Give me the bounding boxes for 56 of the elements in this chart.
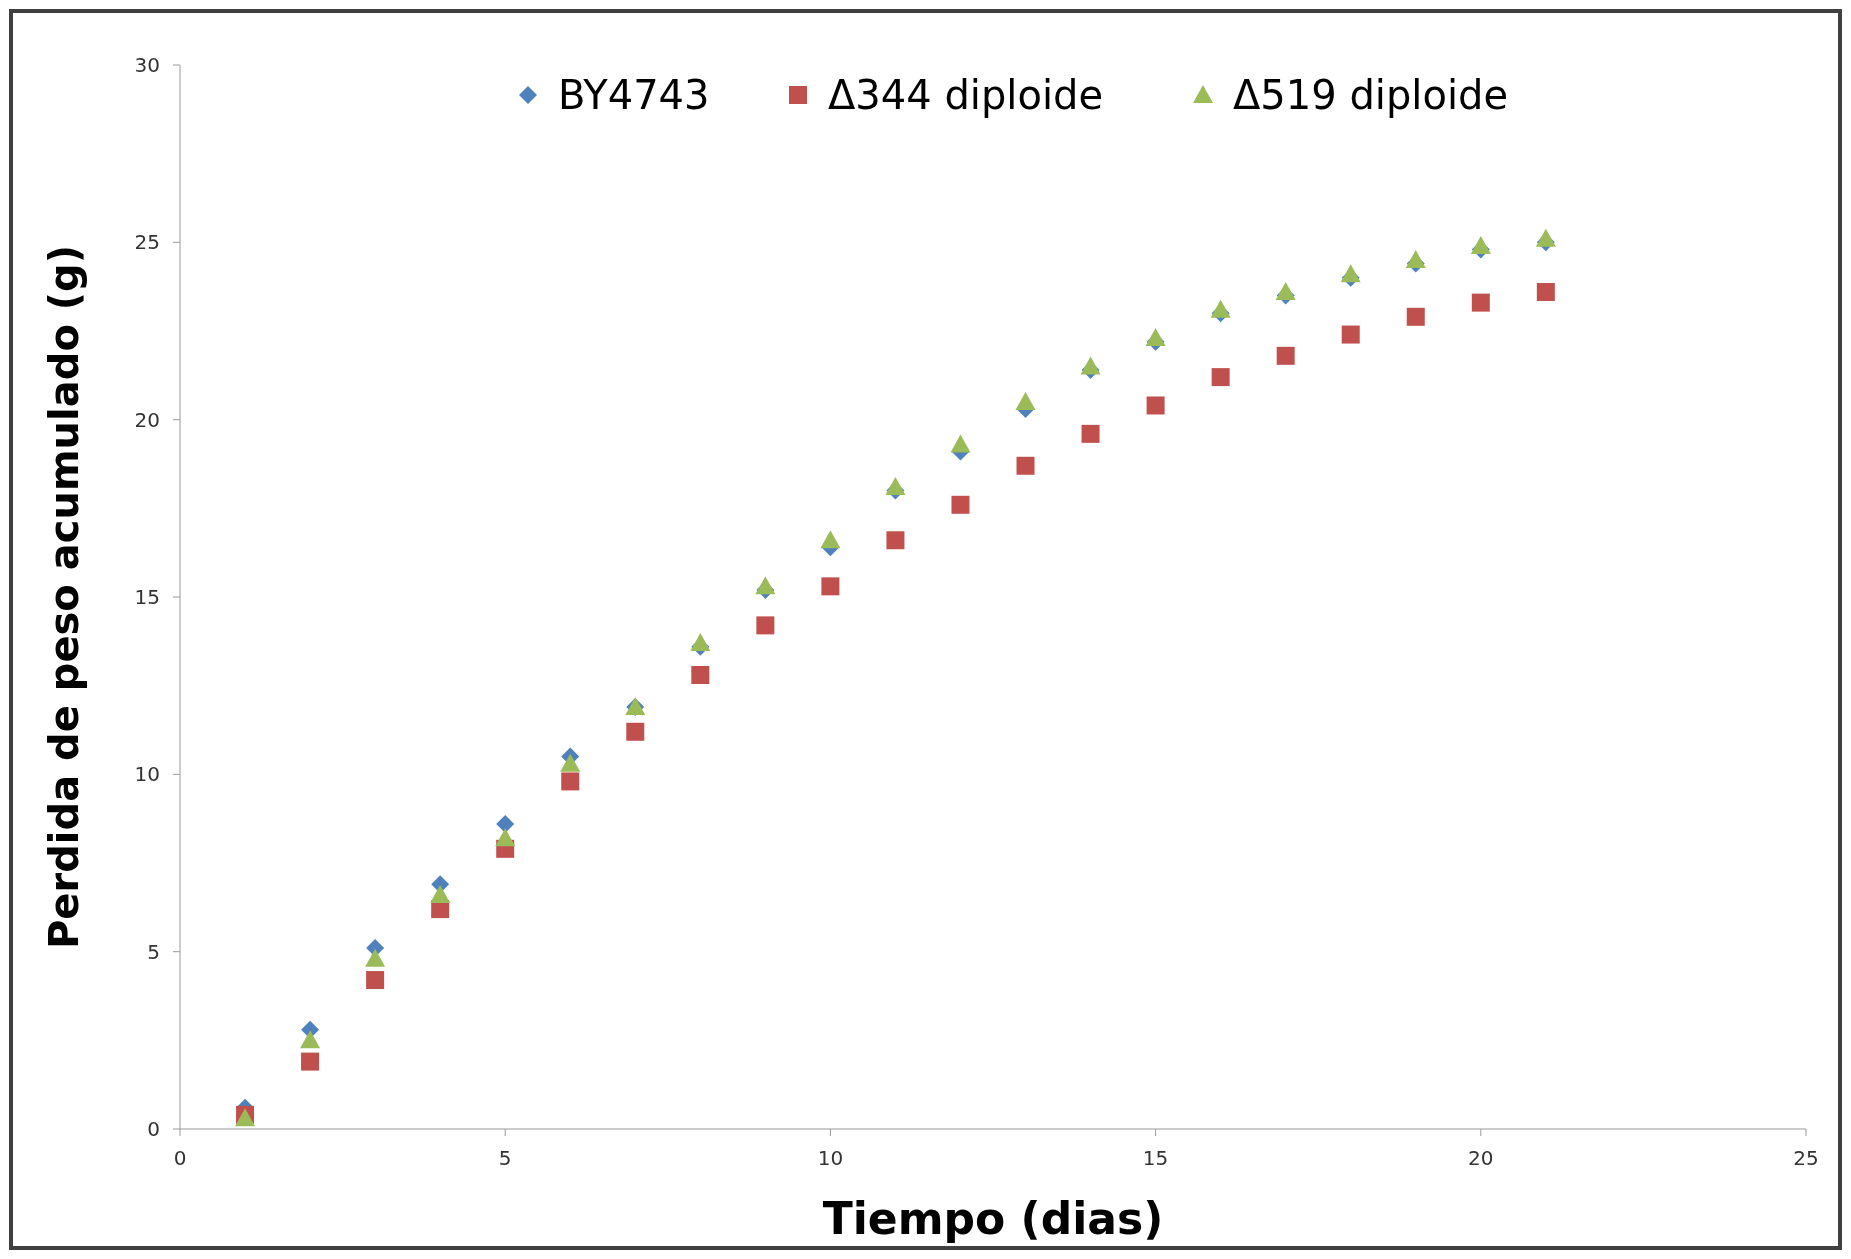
point (1341, 325, 1360, 344)
point (430, 884, 451, 903)
y-tick-label: 15 (134, 585, 160, 609)
x-tick-label: 15 (1142, 1146, 1169, 1170)
x-tick-label: 10 (817, 1146, 844, 1170)
point (561, 772, 580, 791)
point (1406, 307, 1425, 326)
point (756, 616, 775, 635)
point (301, 1052, 320, 1071)
point (365, 948, 386, 967)
point (1405, 250, 1426, 269)
point (1276, 346, 1295, 365)
point (691, 666, 710, 685)
point (1210, 299, 1231, 318)
point (1146, 396, 1165, 415)
point (1145, 328, 1166, 347)
y-axis-title: Perdida de peso acumulado (g) (41, 244, 87, 950)
point (1340, 264, 1361, 283)
point (820, 530, 841, 549)
point (1536, 282, 1555, 301)
x-tick-label: 20 (1468, 1146, 1494, 1170)
point (950, 434, 971, 453)
point (951, 495, 970, 514)
point (1275, 281, 1296, 300)
x-axis-title: Tiempo (dias) (822, 1193, 1164, 1244)
y-tick-label: 10 (134, 762, 160, 787)
y-tick-label: 25 (134, 230, 160, 255)
point (1016, 456, 1035, 475)
point (755, 576, 776, 595)
point (1080, 356, 1101, 375)
point (626, 722, 645, 741)
point (1535, 228, 1556, 247)
legend-label: Δ519 diploide (1233, 72, 1509, 118)
point (886, 531, 905, 550)
point (366, 971, 385, 990)
x-tick-label: 5 (498, 1146, 512, 1170)
point (690, 633, 711, 652)
point (1471, 293, 1490, 312)
x-tick-label: 25 (1793, 1146, 1819, 1170)
point (560, 753, 581, 772)
y-tick-label: 20 (134, 407, 160, 432)
y-tick-label: 30 (134, 53, 160, 77)
point (821, 577, 840, 596)
point (1015, 391, 1036, 410)
legend-label: BY4743 (558, 72, 710, 118)
y-tick-label: 0 (147, 1117, 160, 1141)
point (1470, 235, 1491, 254)
y-tick-label: 5 (147, 939, 160, 964)
point (496, 814, 515, 833)
point (495, 828, 516, 847)
point (885, 477, 906, 496)
point (300, 1030, 321, 1049)
legend-label: Δ344 diploide (828, 72, 1104, 118)
x-tick-label: 0 (173, 1146, 187, 1170)
point (1211, 368, 1230, 387)
point (1081, 424, 1100, 443)
